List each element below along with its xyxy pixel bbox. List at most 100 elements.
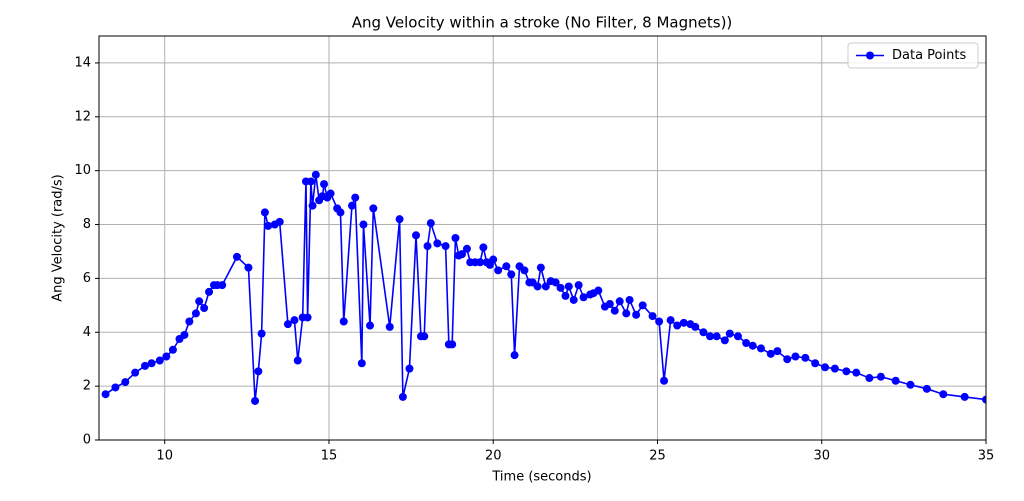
data-point [625, 295, 634, 304]
data-point [433, 239, 442, 248]
x-tick-label: 30 [813, 449, 830, 464]
x-tick-label: 15 [321, 449, 338, 464]
data-point [574, 281, 583, 290]
data-point [180, 330, 189, 339]
data-point [510, 351, 519, 360]
data-point [366, 321, 375, 330]
data-point [706, 332, 715, 341]
data-point [533, 282, 542, 291]
data-point [251, 396, 260, 405]
legend-label: Data Points [892, 48, 966, 63]
legend-marker [866, 51, 874, 60]
data-point [666, 316, 675, 325]
data-point [451, 234, 460, 242]
data-point [476, 258, 485, 267]
y-tick-label: 8 [83, 217, 91, 232]
data-point [283, 320, 292, 329]
data-point [462, 244, 471, 253]
data-point [960, 392, 969, 401]
y-tick-label: 10 [74, 163, 91, 178]
data-point [830, 364, 839, 373]
data-point [773, 347, 782, 356]
data-point [876, 372, 885, 381]
data-point [398, 392, 407, 401]
data-point [121, 378, 130, 387]
data-point [336, 208, 345, 217]
data-point [791, 352, 800, 361]
data-point [357, 359, 366, 368]
data-point [326, 189, 335, 198]
data-point [140, 361, 149, 370]
data-point [520, 266, 529, 275]
x-tick-label: 35 [978, 449, 995, 464]
data-point [922, 384, 931, 393]
data-point [712, 332, 721, 341]
data-point [756, 344, 765, 353]
data-point [458, 250, 467, 259]
data-point [405, 364, 414, 373]
data-point [783, 355, 792, 364]
data-point [801, 353, 810, 362]
y-tick-label: 6 [83, 271, 91, 286]
data-point [351, 193, 360, 202]
data-point [610, 306, 619, 315]
data-point [660, 376, 669, 385]
data-point [494, 266, 503, 275]
x-tick-label: 10 [156, 449, 173, 464]
data-point [191, 309, 200, 318]
data-point [155, 356, 164, 365]
data-point [982, 395, 986, 404]
data-point [308, 201, 317, 210]
axes-frame [98, 35, 987, 441]
grid [99, 36, 987, 441]
data-point [275, 217, 284, 226]
data-point [673, 321, 682, 330]
data-point [561, 291, 570, 300]
data-point [232, 252, 241, 261]
data-point [385, 322, 394, 331]
data-point [811, 359, 820, 368]
data-point [842, 367, 851, 376]
legend-box [847, 42, 979, 69]
data-point [556, 283, 565, 292]
data-point [579, 293, 588, 302]
data-point [594, 286, 603, 295]
data-point [293, 356, 302, 365]
y-tick-label: 0 [83, 433, 91, 448]
legend: Data Points [847, 42, 979, 69]
data-point [423, 242, 432, 251]
data-point [648, 312, 657, 321]
data-point [691, 322, 700, 331]
data-point [347, 201, 356, 210]
data-point [502, 262, 511, 271]
data-point [260, 208, 269, 217]
data-point [441, 242, 450, 251]
plot-area [101, 170, 986, 405]
data-point [426, 219, 435, 228]
data-point [564, 282, 573, 291]
data-point [162, 352, 171, 361]
y-tick-label: 4 [83, 325, 91, 340]
data-point [303, 313, 312, 322]
data-point [254, 367, 263, 376]
data-point [205, 287, 214, 296]
data-point [742, 339, 751, 348]
data-point [320, 180, 329, 189]
data-point [218, 281, 227, 290]
data-point [359, 220, 368, 229]
x-tick-label: 25 [649, 449, 666, 464]
data-point [311, 170, 320, 179]
x-tick-label: 20 [485, 449, 502, 464]
data-point [339, 317, 348, 326]
data-point [306, 177, 315, 186]
data-point [168, 345, 177, 354]
data-point [906, 380, 915, 389]
data-point [185, 317, 194, 326]
y-tick-label: 12 [74, 109, 91, 124]
data-point [111, 383, 120, 392]
data-point [615, 297, 624, 306]
data-point [541, 282, 550, 291]
data-point [369, 204, 378, 213]
data-point [632, 310, 641, 319]
